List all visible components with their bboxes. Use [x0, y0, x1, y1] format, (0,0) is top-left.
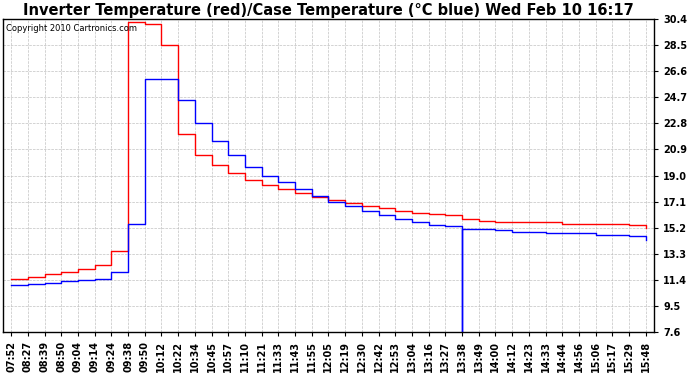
- Title: Inverter Temperature (red)/Case Temperature (°C blue) Wed Feb 10 16:17: Inverter Temperature (red)/Case Temperat…: [23, 3, 634, 18]
- Text: Copyright 2010 Cartronics.com: Copyright 2010 Cartronics.com: [6, 24, 137, 33]
